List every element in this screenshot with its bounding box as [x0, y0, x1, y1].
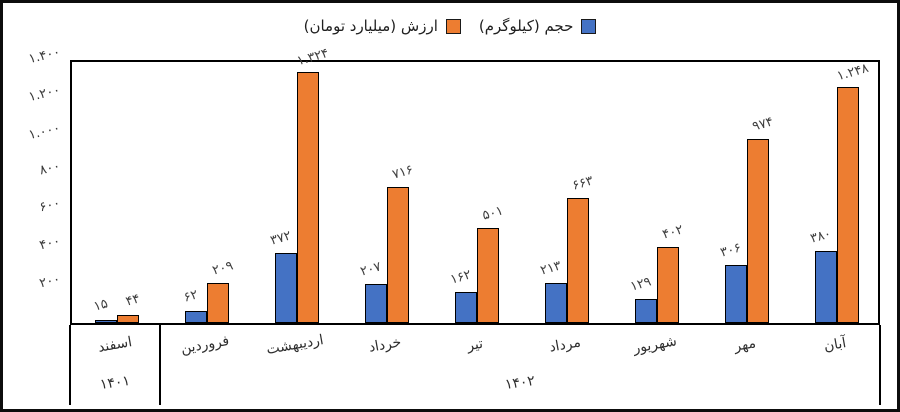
volume-bar-4: [455, 292, 477, 323]
value-bar-6: [657, 246, 679, 323]
y-tick-label-1400: ۱.۴۰۰: [27, 44, 62, 68]
value-bar-4: [477, 228, 499, 323]
volume-bar-8: [815, 251, 837, 323]
volume-series-swatch-icon: [581, 18, 597, 34]
year-label-1: ۱۴۰۲: [503, 372, 536, 394]
legend-item-volume: حجم (کیلوگرم): [479, 17, 597, 35]
x-label-3: خرداد: [367, 334, 403, 356]
x-label-2: اردیبهشت: [265, 332, 325, 358]
value-label-0: ۴۴: [124, 291, 142, 310]
axis-separator-0: [69, 325, 71, 405]
x-label-1: فروردین: [179, 332, 231, 358]
value-label-2: ۱.۳۲۴: [295, 46, 331, 70]
x-label-7: مهر: [732, 335, 758, 355]
y-tick-label-400: ۴۰۰: [37, 233, 62, 254]
legend-item-value: ارزش (میلیارد تومان): [304, 17, 461, 35]
volume-bar-2: [275, 252, 297, 323]
value-bar-3: [387, 187, 409, 323]
volume-bar-7: [725, 265, 747, 323]
value-bar-7: [747, 138, 769, 323]
value-bar-1: [207, 283, 229, 323]
value-label-1: ۲۰۹: [210, 258, 235, 280]
volume-bar-0: [95, 320, 117, 323]
y-tick-label-800: ۸۰۰: [37, 158, 62, 178]
volume-bar-1: [185, 311, 207, 323]
value-label-7: ۹۷۴: [750, 114, 775, 135]
axis-separator-right: [879, 325, 881, 405]
x-label-5: مرداد: [548, 334, 582, 356]
volume-bar-6: [635, 298, 657, 323]
x-label-8: آبان: [822, 335, 848, 355]
value-label-4: ۵۰۱: [480, 203, 505, 224]
value-bar-0: [117, 314, 139, 323]
y-tick-label-1000: ۱.۰۰۰: [27, 120, 62, 143]
y-tick-label-1200: ۱.۲۰۰: [27, 82, 62, 105]
x-label-4: تیر: [465, 335, 485, 355]
value-label-3: ۷۱۶: [390, 162, 415, 184]
y-tick-label-600: ۶۰۰: [37, 196, 62, 216]
volume-bar-5: [545, 282, 567, 323]
plot-area: ۱۵ ۴۴ ۶۲ ۲۰۹ ۳۷۲ ۱.۳۲۴ ۲۰۷ ۷۱۶ ۱۶۲ ۵۰۱ ۲۱۳ ۶۶۳ ۱۲۹ ۴۰…: [70, 46, 880, 325]
year-label-0: ۱۴۰۱: [98, 372, 131, 394]
value-label-5: ۶۶۳: [570, 172, 595, 194]
value-label-8: ۱.۲۴۸: [835, 60, 871, 84]
axis-separator-1: [159, 325, 161, 405]
value-label-6: ۴۰۲: [660, 222, 685, 243]
legend-label-volume: حجم (کیلوگرم): [478, 17, 574, 35]
value-series-swatch-icon: [445, 18, 461, 34]
x-label-0: اسفند: [96, 334, 134, 356]
value-bar-8: [837, 86, 859, 323]
y-tick-label-200: ۲۰۰: [37, 271, 62, 292]
x-label-6: شهریور: [632, 333, 678, 357]
legend: ارزش (میلیارد تومان) حجم (کیلوگرم): [3, 17, 897, 35]
value-bar-2: [297, 72, 319, 323]
volume-bar-3: [365, 283, 387, 323]
legend-label-value: ارزش (میلیارد تومان): [303, 17, 438, 35]
value-bar-5: [567, 197, 589, 323]
